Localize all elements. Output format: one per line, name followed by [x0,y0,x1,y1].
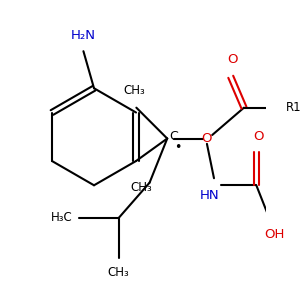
Text: CH₃: CH₃ [108,266,130,279]
Text: CH₃: CH₃ [131,181,152,194]
Text: R1: R1 [286,101,300,114]
Text: O: O [202,132,212,145]
Text: H₃C: H₃C [51,212,73,224]
Text: OH: OH [264,228,284,241]
Text: O: O [253,130,263,143]
Text: H₂N: H₂N [71,29,96,42]
Text: O: O [227,53,238,66]
Text: HN: HN [200,189,219,202]
Text: CH₃: CH₃ [124,84,146,97]
Text: •: • [174,141,182,154]
Text: C: C [169,130,178,143]
